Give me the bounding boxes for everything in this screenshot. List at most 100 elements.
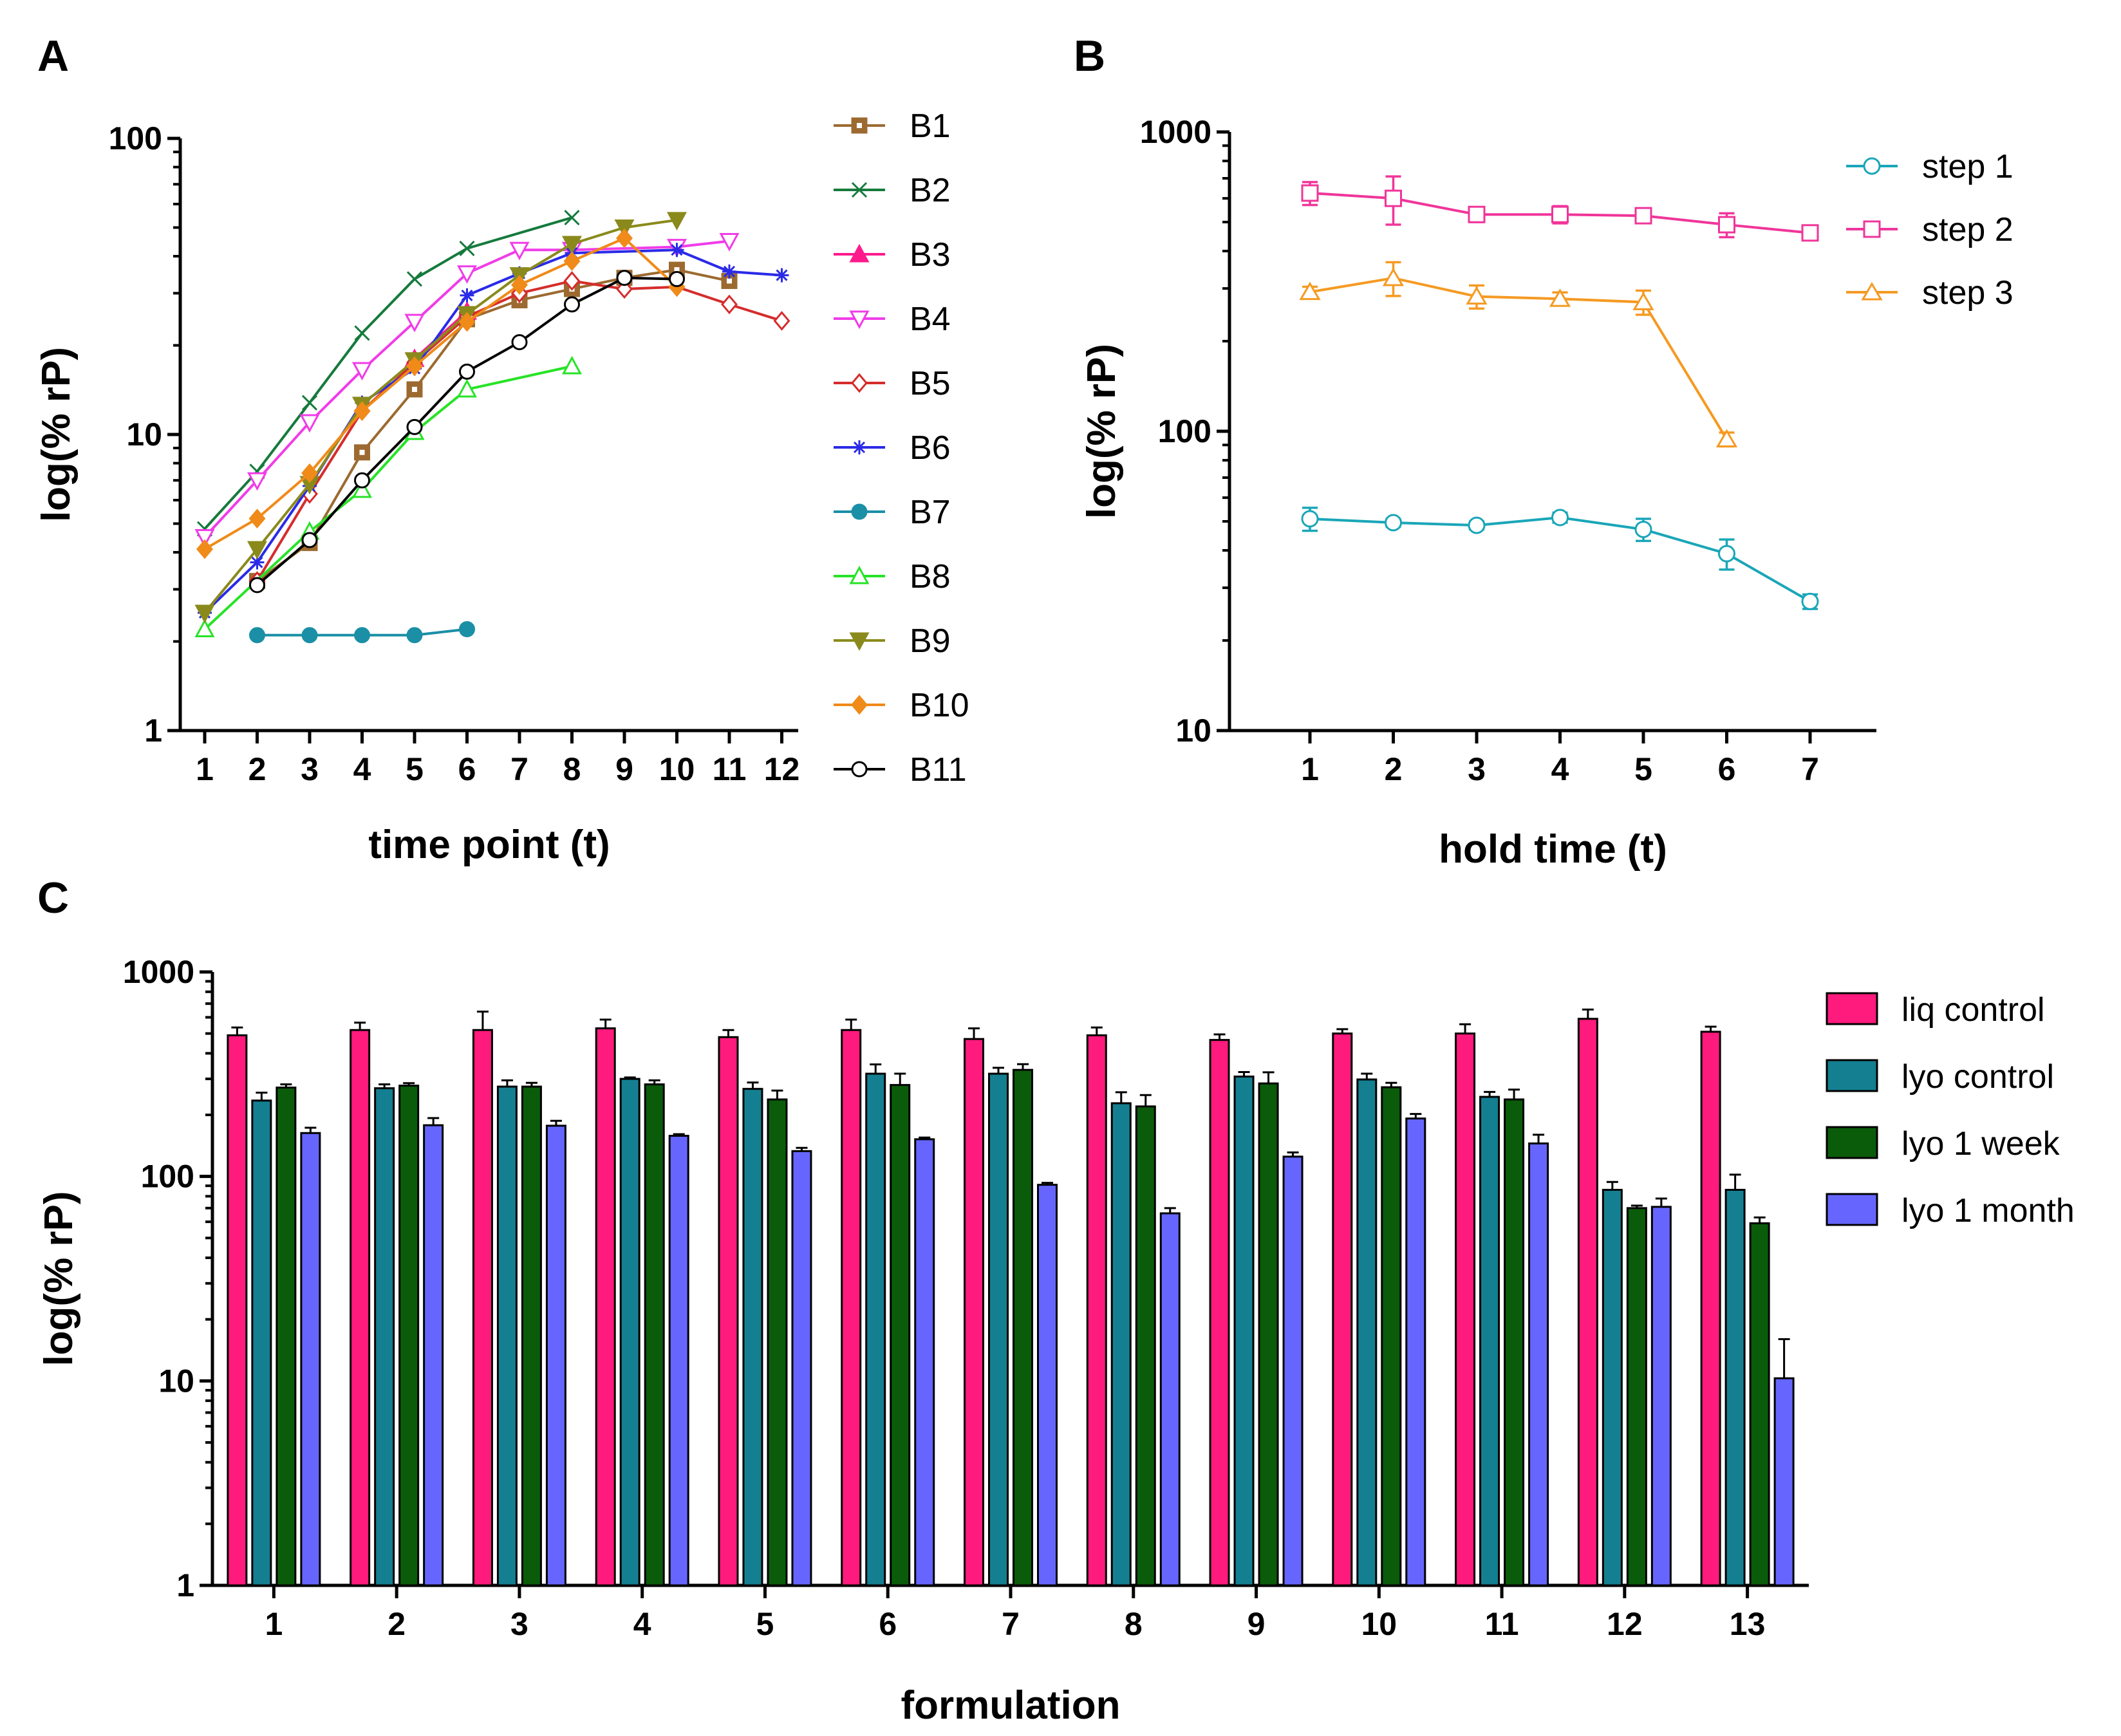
legend-label: step 3 xyxy=(1922,274,2014,312)
panel-label-b: B xyxy=(1074,32,1105,80)
y-tick-label: 100 xyxy=(109,120,162,156)
data-point xyxy=(1634,520,1652,538)
data-point xyxy=(406,271,423,287)
legend-entry: B1 xyxy=(834,107,951,145)
series-line xyxy=(256,268,730,583)
y-tick-label: 1 xyxy=(144,713,162,749)
bar xyxy=(276,1087,297,1587)
legend-entry: step 2 xyxy=(1846,211,2014,248)
error-bar xyxy=(1753,1216,1766,1224)
data-point xyxy=(1466,286,1488,305)
bar xyxy=(1577,1018,1598,1587)
data-point xyxy=(1718,216,1735,234)
bar xyxy=(521,1085,542,1587)
bar xyxy=(914,1138,935,1587)
legend-marker xyxy=(1861,282,1883,301)
legend-label: B5 xyxy=(910,365,951,402)
x-tick-label: 1 xyxy=(265,1606,283,1642)
x-tick-label: 12 xyxy=(1607,1606,1643,1642)
x-tick-label: 9 xyxy=(1247,1606,1266,1642)
error-bar xyxy=(1630,1204,1643,1208)
data-point xyxy=(194,604,215,624)
error-bar xyxy=(599,1018,612,1029)
data-point xyxy=(301,463,318,483)
data-point xyxy=(354,472,370,489)
data-point xyxy=(301,627,318,644)
series-b11 xyxy=(249,270,685,593)
error-bar xyxy=(796,1146,808,1152)
legend-marker xyxy=(849,243,870,263)
x-tick-label: 11 xyxy=(1485,1606,1519,1642)
bar xyxy=(841,1029,862,1587)
legend-marker xyxy=(851,761,868,778)
bar xyxy=(1086,1034,1107,1587)
series-b7 xyxy=(249,621,475,644)
legend-entry: B8 xyxy=(834,558,951,595)
error-bar xyxy=(722,1029,734,1038)
panel-label-a: A xyxy=(37,32,69,80)
bar xyxy=(1258,1082,1279,1587)
error-bar xyxy=(1484,1090,1496,1097)
error-bar xyxy=(673,1133,685,1136)
legend-marker xyxy=(849,565,870,584)
error-bar xyxy=(993,1067,1004,1074)
data-point xyxy=(561,355,583,375)
series-b8 xyxy=(194,355,583,637)
bar xyxy=(1381,1086,1402,1587)
bar xyxy=(595,1027,616,1587)
data-point xyxy=(456,265,478,284)
bar xyxy=(1455,1032,1476,1587)
legend-entry: lyo 1 month xyxy=(1826,1192,2075,1229)
error-bar xyxy=(280,1083,292,1088)
data-point xyxy=(250,555,265,570)
series-b2 xyxy=(196,210,580,537)
bar xyxy=(350,1029,371,1587)
y-tick-label: 10 xyxy=(126,416,162,453)
x-tick-label: 5 xyxy=(756,1606,774,1642)
data-point xyxy=(249,627,265,644)
error-bar xyxy=(403,1082,415,1086)
error-bar xyxy=(354,1022,366,1031)
bar xyxy=(742,1088,763,1587)
data-point xyxy=(1634,207,1652,225)
bar xyxy=(668,1135,689,1587)
y-axis-label: log(% rP) xyxy=(37,1191,81,1366)
bar xyxy=(890,1084,911,1587)
bar xyxy=(374,1087,395,1587)
data-point xyxy=(458,312,476,332)
legend-entry: B4 xyxy=(834,301,951,338)
x-tick-label: 7 xyxy=(1801,751,1819,787)
data-point xyxy=(1385,189,1402,207)
data-point xyxy=(563,271,581,291)
error-bar xyxy=(845,1018,857,1031)
bar xyxy=(718,1036,739,1587)
data-point-center xyxy=(359,449,365,455)
x-tick-label: 11 xyxy=(713,751,747,787)
legend-label: B1 xyxy=(910,107,951,145)
series-step-1 xyxy=(1301,507,1819,610)
series-b10 xyxy=(196,228,686,559)
x-tick-label: 8 xyxy=(1125,1606,1143,1642)
x-tick-label: 3 xyxy=(510,1606,528,1642)
error-bar xyxy=(1139,1094,1152,1106)
bar xyxy=(251,1099,272,1587)
error-bar xyxy=(1705,1025,1717,1032)
y-axis-label: log(% rP) xyxy=(1079,344,1124,519)
legend-label: B10 xyxy=(910,687,969,724)
legend-marker-center xyxy=(857,123,862,128)
data-point xyxy=(301,395,318,411)
bar xyxy=(1724,1188,1746,1587)
data-point xyxy=(1551,509,1569,527)
data-point xyxy=(564,296,580,313)
data-point xyxy=(1549,288,1571,307)
x-tick-label: 3 xyxy=(1468,751,1486,787)
error-bar xyxy=(1361,1072,1373,1080)
error-bar xyxy=(1017,1063,1029,1070)
data-point xyxy=(406,418,423,435)
error-bar xyxy=(771,1089,783,1100)
y-tick-label: 1 xyxy=(176,1567,194,1603)
data-point xyxy=(406,627,423,644)
data-point xyxy=(616,270,633,286)
data-point xyxy=(1299,281,1321,301)
